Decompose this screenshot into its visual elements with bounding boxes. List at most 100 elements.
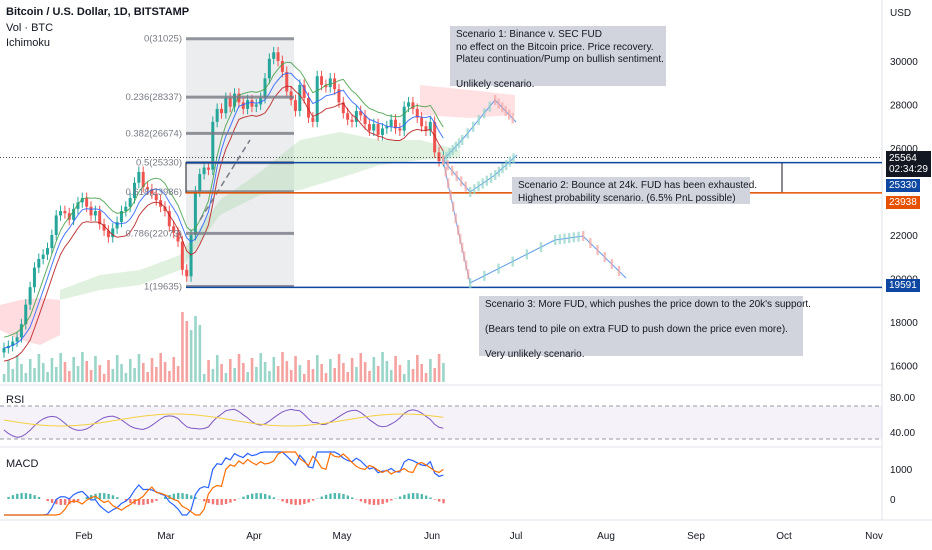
candle-body xyxy=(54,215,58,235)
candle-body xyxy=(11,341,15,346)
ghost-candle-s3 xyxy=(568,233,571,243)
volume-bar xyxy=(198,325,202,382)
volume-bar xyxy=(142,363,145,382)
candle-body xyxy=(76,202,80,209)
ghost-candle-s2 xyxy=(505,160,508,170)
volume-bar xyxy=(363,362,367,382)
candle-body xyxy=(85,198,89,207)
candle-body xyxy=(346,113,350,120)
volume-bar xyxy=(224,373,228,382)
volume-bar xyxy=(189,330,193,382)
volume-bar xyxy=(398,365,402,382)
ghost-candle-s2 xyxy=(469,187,472,197)
macd-histogram-bar xyxy=(146,499,149,505)
macd-histogram-bar xyxy=(333,493,336,499)
scenario-3-note[interactable]: Scenario 3: More FUD, which pushes the p… xyxy=(479,296,811,360)
volume-bar xyxy=(355,367,358,382)
macd-histogram-bar xyxy=(294,499,297,505)
candle-body xyxy=(24,304,28,325)
ghost-candle-s2 xyxy=(451,165,454,176)
ghost-candle-s3 xyxy=(457,225,460,235)
price-tag-25330: 25330 xyxy=(886,179,920,192)
macd-histogram-bar xyxy=(68,499,71,505)
ghost-candle-s3 xyxy=(459,233,462,244)
macd-histogram-bar xyxy=(211,499,215,505)
ghost-candle-s3 xyxy=(610,259,614,269)
ghost-candle-s3 xyxy=(617,266,621,276)
candle-body xyxy=(415,108,419,118)
volume-bar xyxy=(28,359,32,382)
macd-histogram-bar xyxy=(216,499,219,505)
macd-histogram-bar xyxy=(24,493,28,499)
volume-bar xyxy=(68,371,71,382)
volume-bar xyxy=(89,370,93,382)
scenario-2-note[interactable]: Scenario 2: Bounce at 24k. FUD has been … xyxy=(512,177,757,204)
volume-bar xyxy=(416,355,419,382)
volume-bar xyxy=(429,359,432,382)
candle-body xyxy=(354,111,358,122)
ghost-candle-s3 xyxy=(582,231,585,241)
macd-histogram-bar xyxy=(381,499,384,504)
ghost-candle-s1 xyxy=(483,108,486,119)
volume-bar xyxy=(59,353,62,382)
ghost-candle-s3 xyxy=(467,269,470,280)
macd-histogram-bar xyxy=(433,499,437,500)
volume-bar xyxy=(55,367,58,382)
candle-body xyxy=(19,324,23,338)
volume-bar xyxy=(181,312,184,382)
macd-histogram-bar xyxy=(442,499,445,504)
ghost-candle-s2 xyxy=(481,178,484,189)
candle-body xyxy=(32,267,36,288)
macd-histogram-bar xyxy=(337,493,341,499)
ghost-candle-s2 xyxy=(460,176,463,187)
volume-bar xyxy=(302,374,306,382)
rsi-label: RSI xyxy=(6,394,25,406)
candle-body xyxy=(276,52,280,61)
ghost-candle-s1 xyxy=(494,95,497,105)
macd-line xyxy=(4,451,444,516)
macd-signal-line xyxy=(4,451,444,516)
ghost-candle-s3 xyxy=(525,249,529,260)
price-tick-label: 26000 xyxy=(890,144,918,155)
volume-bar xyxy=(85,361,89,382)
volume-bar xyxy=(185,321,189,382)
candle-body xyxy=(428,121,432,131)
candle-body xyxy=(311,117,315,122)
volume-bar xyxy=(259,353,263,382)
candle-body xyxy=(189,235,193,277)
candle-body xyxy=(137,171,141,183)
macd-label: MACD xyxy=(6,458,39,470)
ghost-candle-s2 xyxy=(489,172,493,183)
macd-histogram-bar xyxy=(194,497,197,499)
time-tick-label: Apr xyxy=(246,531,262,542)
macd-histogram-bar xyxy=(207,499,210,504)
volume-bar xyxy=(107,360,110,382)
fib-level-label: 0.786(22073) xyxy=(125,228,182,239)
candle-body xyxy=(315,76,319,122)
s1-line-5: Unlikely scenario. xyxy=(456,79,535,90)
volume-bar xyxy=(115,355,119,382)
scenario-1-note[interactable]: Scenario 1: Binance v. SEC FUD no effect… xyxy=(450,26,666,90)
macd-histogram-bar xyxy=(264,493,267,499)
volume-bar xyxy=(2,374,6,382)
ghost-candle-s3 xyxy=(497,263,500,274)
volume-bar xyxy=(172,357,176,382)
tenkan-line xyxy=(3,72,444,349)
macd-histogram-bar xyxy=(172,493,176,499)
candle-body xyxy=(324,84,328,88)
ghost-candle-s3 xyxy=(442,155,445,165)
candle-body xyxy=(259,97,263,105)
candle-body xyxy=(433,121,437,153)
macd-histogram-bar xyxy=(311,499,315,501)
macd-histogram-bar xyxy=(85,496,89,499)
macd-histogram-bar xyxy=(351,497,354,499)
candle-body xyxy=(119,211,123,222)
fib-level-label: 0.236(28337) xyxy=(125,92,182,103)
macd-histogram-bar xyxy=(420,494,423,499)
volume-bar xyxy=(442,363,445,382)
ghost-candle-s2 xyxy=(446,160,449,171)
ghost-candle-s1 xyxy=(497,98,500,109)
volume-bar xyxy=(63,362,67,382)
